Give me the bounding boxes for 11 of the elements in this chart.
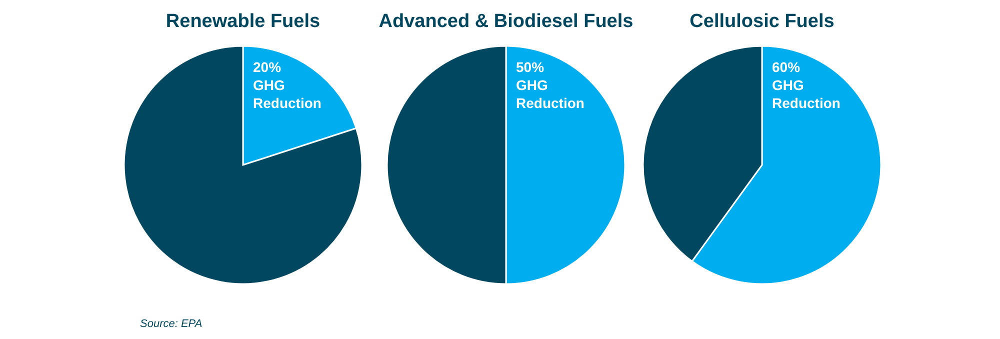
chart-title: Advanced & Biodiesel Fuels <box>378 11 634 32</box>
slice-label: GHG Reduction <box>772 77 840 112</box>
pie-slice <box>123 45 363 285</box>
source-note: Source: EPA <box>140 318 202 330</box>
chart-title: Cellulosic Fuels <box>690 11 834 32</box>
slice-label: GHG Reduction <box>516 77 584 112</box>
chart-title: Renewable Fuels <box>166 11 320 32</box>
data-label: 60% <box>772 59 801 76</box>
data-label: 50% <box>516 59 545 76</box>
slice-label: GHG Reduction <box>253 77 322 112</box>
data-label: 20% <box>253 59 282 76</box>
